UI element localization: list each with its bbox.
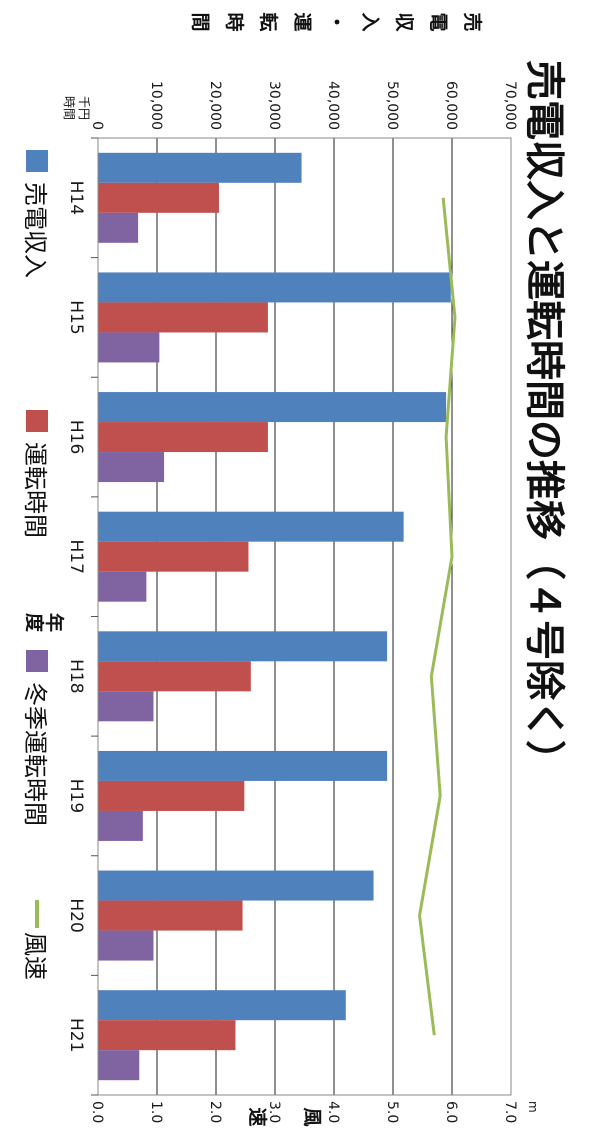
y-tick-label: 0 xyxy=(89,121,105,130)
bar xyxy=(98,631,388,662)
x-tick-label: H18 xyxy=(66,659,86,693)
y2-tick-label: 4.0 xyxy=(325,1101,341,1123)
chart-title: 売電収入と運転時間の推移（４号除く） xyxy=(521,60,567,780)
legend-label: 売電収入 xyxy=(21,182,49,278)
x-tick-label: H19 xyxy=(66,779,86,813)
y2-tick-label: 3.0 xyxy=(266,1101,282,1123)
y2-tick-label: 1.0 xyxy=(148,1101,164,1123)
x-tick-label: H17 xyxy=(66,539,86,573)
bar xyxy=(98,780,245,811)
y-tick-label: 60,000 xyxy=(443,81,459,130)
bar xyxy=(97,212,139,243)
labels: 0 10,000 20,000 30,000 40,000 50,000 60,000 70,… xyxy=(23,12,540,1126)
right-unit: m xyxy=(526,1101,540,1113)
bar xyxy=(97,900,243,931)
x-axis-title: 年度 xyxy=(23,613,66,633)
bar xyxy=(97,810,143,841)
y2-axis-title: 風速 xyxy=(246,1107,323,1126)
legend-label: 冬季運転時間 xyxy=(21,682,49,826)
left-unit-1: 千円 xyxy=(77,96,91,120)
x-tick-label: H14 xyxy=(66,181,86,215)
bars xyxy=(97,152,451,1081)
left-unit-2: 時間 xyxy=(62,96,76,120)
bar xyxy=(98,302,268,333)
legend-label: 風速 xyxy=(21,932,49,980)
bar xyxy=(98,870,374,901)
x-tick-label: H16 xyxy=(66,420,86,454)
legend-swatch xyxy=(26,650,48,672)
y-tick-label: 30,000 xyxy=(266,81,282,130)
bar xyxy=(97,930,154,961)
y-tick-label: 20,000 xyxy=(207,81,223,130)
bar xyxy=(98,182,219,213)
bar xyxy=(98,661,251,692)
bar xyxy=(98,1020,236,1051)
legend-swatch xyxy=(26,410,48,432)
y-tick-label: 50,000 xyxy=(384,81,400,130)
x-tick-label: H20 xyxy=(66,898,86,932)
bar xyxy=(97,452,165,483)
axes xyxy=(91,137,512,1096)
bar xyxy=(98,422,268,453)
bar xyxy=(98,511,404,542)
y-tick-label: 10,000 xyxy=(148,81,164,130)
x-tick-label: H21 xyxy=(66,1018,86,1052)
bar xyxy=(97,152,302,183)
y2-tick-label: 5.0 xyxy=(384,1101,400,1123)
y-axis-title: 売電収入・運転時間 xyxy=(189,12,484,32)
bar xyxy=(97,691,154,722)
bar xyxy=(98,272,451,303)
y2-tick-label: 2.0 xyxy=(207,1101,223,1123)
bar xyxy=(98,392,447,423)
bar xyxy=(97,990,346,1021)
y2-tick-label: 6.0 xyxy=(443,1101,459,1123)
y2-tick-label: 7.0 xyxy=(502,1101,518,1123)
legend-swatch xyxy=(26,150,48,172)
y2-tick-label: 0.0 xyxy=(89,1101,105,1123)
y-tick-label: 70,000 xyxy=(502,81,518,130)
bar xyxy=(98,541,249,572)
legend-label: 運転時間 xyxy=(21,442,49,538)
y-tick-label: 40,000 xyxy=(325,81,341,130)
bar xyxy=(98,571,147,602)
bar xyxy=(97,1050,140,1081)
bar xyxy=(98,750,388,781)
x-tick-label: H15 xyxy=(66,300,86,334)
bar xyxy=(97,332,160,363)
wind-speed-line xyxy=(418,197,457,1036)
